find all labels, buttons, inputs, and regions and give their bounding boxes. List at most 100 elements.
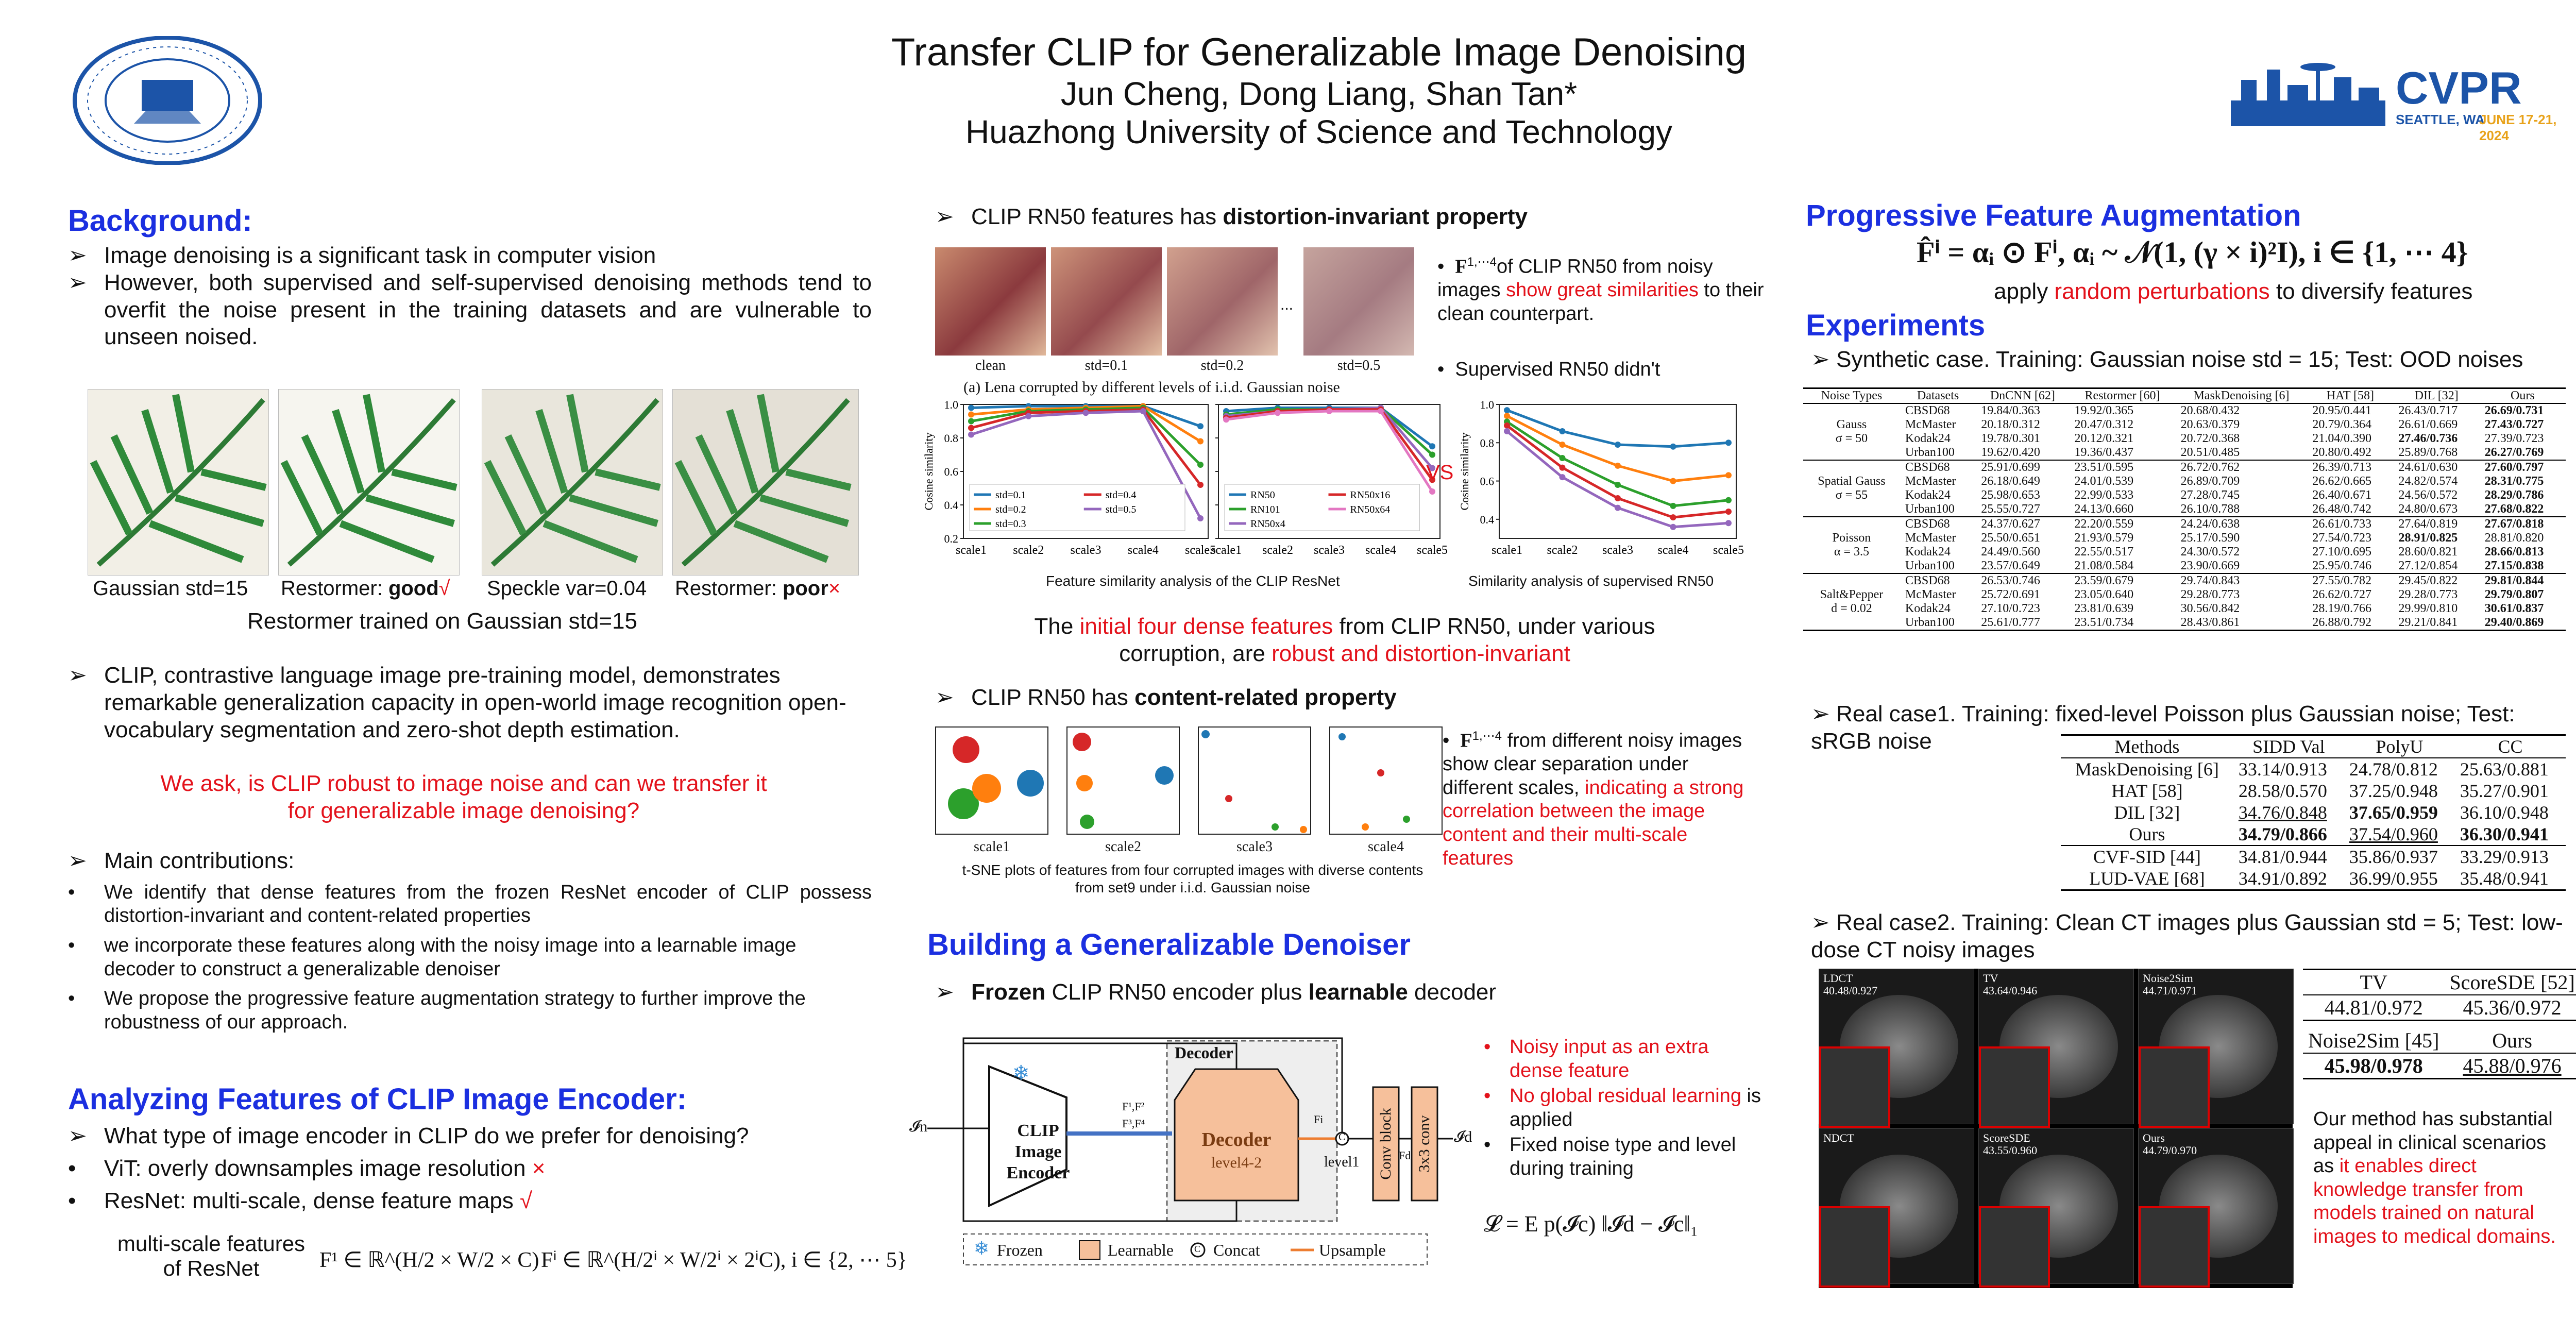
t2-cell: 37.54/0.960 bbox=[2349, 824, 2438, 844]
x-tick-label: scale3 bbox=[1071, 544, 1101, 557]
dot-bullet-icon: • bbox=[1443, 730, 1461, 752]
tsne-label: scale1 bbox=[974, 839, 1010, 855]
content-property: ➢ CLIP RN50 has content-related property bbox=[935, 684, 1759, 712]
t1-cell: 26.61/0.669 bbox=[2398, 418, 2458, 431]
dot-bullet-icon: • bbox=[1437, 359, 1455, 380]
t1-row: Urban100 23.57/0.649 21.08/0.584 23.90/0.66… bbox=[1803, 559, 2566, 573]
t1-cell: 29.74/0.843 bbox=[2180, 574, 2240, 587]
data-point bbox=[1615, 442, 1621, 448]
t1-cell: 20.72/0.368 bbox=[2180, 432, 2240, 445]
palm-images bbox=[88, 389, 871, 576]
t1-cell: CBSD68 bbox=[1905, 461, 1950, 474]
palm-leaf-icon bbox=[90, 394, 267, 567]
t1-cell: 19.84/0.363 bbox=[1981, 404, 2040, 417]
palm-caption-1: Gaussian std=15 bbox=[93, 577, 248, 600]
data-point bbox=[1429, 465, 1435, 471]
caption-poor: poor bbox=[782, 577, 828, 600]
ct-score: 44.71/0.971 bbox=[2143, 984, 2197, 997]
noise-param: σ = 55 bbox=[1835, 488, 1868, 502]
t1-cell: Urban100 bbox=[1905, 616, 1955, 629]
caption-text: Restormer: bbox=[281, 577, 388, 600]
resnet-line: ResNet: multi-scale, dense feature maps … bbox=[104, 1188, 532, 1215]
t1-row: Spatial Gauss σ = 55 CBSD68 25.91/0.699 23.5… bbox=[1803, 460, 2566, 502]
lena-strip: ... clean std=0.1 std=0.2 std=0.5 bbox=[935, 247, 1430, 376]
t1-row: Kodak24 24.49/0.560 22.55/0.517 24.30/0.572… bbox=[1803, 545, 2566, 559]
t1-noise-type: Spatial Gauss σ = 55 bbox=[1803, 460, 1900, 517]
legend-box bbox=[969, 484, 1185, 531]
palm-image-speckle bbox=[482, 389, 663, 576]
data-point bbox=[1670, 523, 1676, 530]
data-point bbox=[968, 418, 974, 425]
cvpr-date: JUNE 17-21, 2024 bbox=[2479, 112, 2557, 143]
t1-header: Datasets bbox=[1917, 389, 1959, 402]
t1-row: McMaster 20.18/0.312 20.47/0.312 20.63/0.37… bbox=[1803, 418, 2566, 432]
real1-text: Real case1. Training: fixed-level Poisso… bbox=[1811, 701, 2515, 754]
decoder-label: Decoder bbox=[1201, 1129, 1272, 1151]
x-tick-label: scale4 bbox=[1128, 544, 1159, 557]
note-similarity: • F1,⋯4of CLIP RN50 from noisy images sh… bbox=[1437, 255, 1767, 326]
t1-cell: 27.67/0.818 bbox=[2484, 517, 2544, 531]
pfa-red: random perturbations bbox=[2054, 279, 2270, 304]
tsne-label: scale2 bbox=[1105, 839, 1141, 855]
concl-text: from CLIP RN50, under various corruption… bbox=[1119, 614, 1655, 666]
data-point bbox=[968, 431, 974, 438]
t1-row: Poisson α = 3.5 CBSD68 24.37/0.627 22.20/0.5… bbox=[1803, 517, 2566, 559]
data-point bbox=[1429, 443, 1435, 450]
t1-cell: 22.99/0.533 bbox=[2074, 488, 2134, 502]
legend-concat: Concat bbox=[1213, 1241, 1260, 1259]
t2-cell: 25.63/0.881 bbox=[2460, 759, 2549, 780]
t3-header: ScoreSDE [52] bbox=[2449, 971, 2575, 994]
x-tick-label: scale5 bbox=[1417, 544, 1448, 557]
t1-row: Urban100 25.55/0.727 24.13/0.660 26.10/0.78… bbox=[1803, 502, 2566, 517]
x-tick-label: scale4 bbox=[1365, 544, 1396, 557]
tsne-label: scale4 bbox=[1368, 839, 1404, 855]
data-point bbox=[1223, 416, 1229, 423]
t1-cell: McMaster bbox=[1905, 588, 1956, 601]
t1-cell: 26.27/0.769 bbox=[2484, 446, 2544, 459]
t2-header: Methods bbox=[2114, 736, 2180, 757]
y-tick-label: 0.4 bbox=[1480, 513, 1495, 526]
t1-cell: 25.55/0.727 bbox=[1981, 502, 2040, 516]
t1-cell: 21.04/0.390 bbox=[2312, 432, 2371, 445]
tsne-plot-scale4 bbox=[1329, 726, 1443, 835]
ct-name: LDCT bbox=[1823, 972, 1853, 985]
t1-cell: 28.91/0.825 bbox=[2398, 531, 2458, 545]
multiscale-label: multi-scale features of ResNet bbox=[98, 1231, 325, 1281]
feat-top-label: F¹,F² bbox=[1122, 1100, 1145, 1113]
decoder-frame-label: Decoder bbox=[1175, 1043, 1233, 1062]
data-point bbox=[968, 411, 974, 418]
learnable-bold: learnable bbox=[1308, 979, 1408, 1005]
t1-cell: 30.61/0.837 bbox=[2484, 602, 2544, 615]
t1-header: DnCNN [62] bbox=[1990, 389, 2055, 402]
t1-header: Restormer [60] bbox=[2084, 389, 2160, 402]
data-point bbox=[1670, 502, 1676, 509]
build-heading: Building a Generalizable Denoiser bbox=[927, 928, 1411, 961]
data-point bbox=[1197, 462, 1204, 468]
t2-cell: DIL [32] bbox=[2114, 802, 2180, 823]
distortion-title: CLIP RN50 features has distortion-invari… bbox=[971, 204, 1528, 231]
t1-cell: 27.60/0.797 bbox=[2484, 461, 2544, 474]
f-symbol: F bbox=[1455, 256, 1467, 278]
supervised-caption: Similarity analysis of supervised RN50 bbox=[1468, 573, 1714, 589]
bg-bullet-3: CLIP, contrastive language image pre-tra… bbox=[104, 663, 846, 742]
pfa-description: apply random perturbations to diversify … bbox=[1994, 278, 2472, 306]
palm-trained-caption: Restormer trained on Gaussian std=15 bbox=[247, 608, 637, 634]
t1-cell: 29.40/0.869 bbox=[2484, 616, 2544, 629]
data-point bbox=[1140, 408, 1146, 414]
y-tick-label: 0.6 bbox=[1480, 475, 1495, 488]
msf-line-2: of ResNet bbox=[163, 1256, 260, 1281]
t2-cell: 36.30/0.941 bbox=[2460, 824, 2549, 844]
data-point bbox=[1559, 464, 1566, 471]
t1-cell: 21.93/0.579 bbox=[2074, 531, 2134, 545]
feature-fi-equation: Fⁱ ∈ ℝ^(H/2ⁱ × W/2ⁱ × 2ⁱC), i ∈ {2, ⋯ 5} bbox=[541, 1248, 907, 1272]
t1-cell: 29.81/0.844 bbox=[2484, 574, 2544, 587]
contrib-3: We propose the progressive feature augme… bbox=[104, 988, 806, 1033]
ct-score: 40.48/0.927 bbox=[1823, 984, 1878, 997]
legend-label: std=0.1 bbox=[995, 489, 1026, 501]
t1-noise-type: Salt&Pepper d = 0.02 bbox=[1803, 573, 1900, 631]
x-tick-label: scale3 bbox=[1602, 544, 1633, 557]
legend-label: RN101 bbox=[1250, 504, 1280, 515]
ct-zoom-box bbox=[1819, 1046, 1890, 1128]
tsne-caption: t-SNE plots of features from four corrup… bbox=[962, 862, 1423, 895]
ct-panel: ScoreSDE 43.55/0.960 bbox=[1978, 1128, 2134, 1288]
